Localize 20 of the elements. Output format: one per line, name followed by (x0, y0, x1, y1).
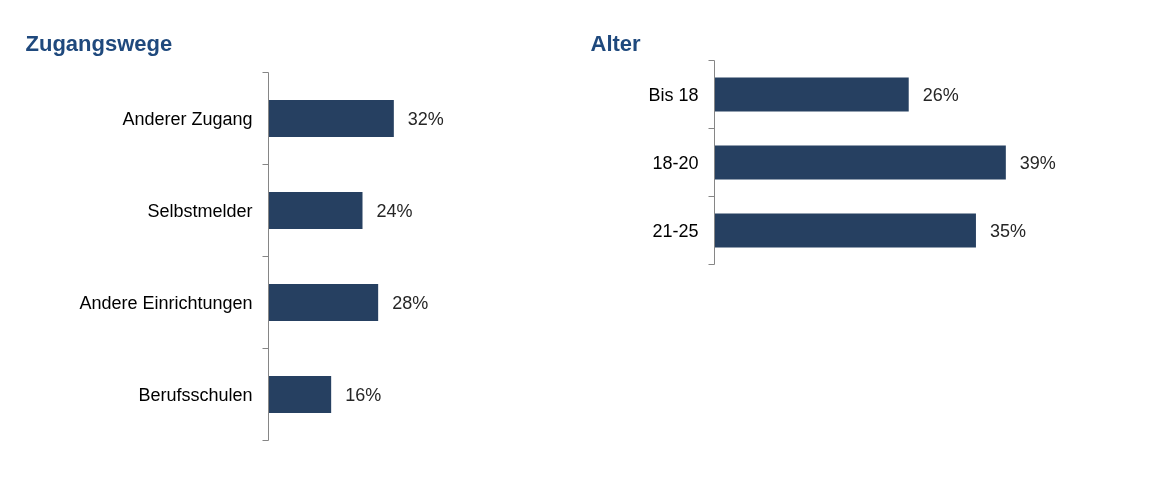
data-label: 39% (1019, 152, 1056, 173)
y-tick-label: Berufsschulen (138, 384, 253, 405)
y-tick-label: 21-25 (652, 220, 699, 241)
data-label: 32% (407, 108, 444, 129)
y-tick-label: Anderer Zugang (122, 108, 253, 129)
data-label: 35% (989, 220, 1026, 241)
y-tick-label: Selbstmelder (147, 200, 253, 221)
y-tick-label: Bis 18 (648, 84, 699, 105)
y-tick-label: 18-20 (652, 152, 699, 173)
bar (268, 100, 394, 137)
data-label: 24% (376, 200, 413, 221)
data-label: 28% (392, 292, 429, 313)
bar (268, 284, 379, 321)
bar (268, 376, 332, 413)
bar (268, 192, 363, 229)
data-label: 16% (345, 384, 382, 405)
chart-title: Zugangswege (25, 30, 173, 56)
data-label: 26% (922, 84, 959, 105)
chart-title: Alter (590, 30, 642, 56)
y-tick-label: Andere Einrichtungen (79, 292, 253, 313)
